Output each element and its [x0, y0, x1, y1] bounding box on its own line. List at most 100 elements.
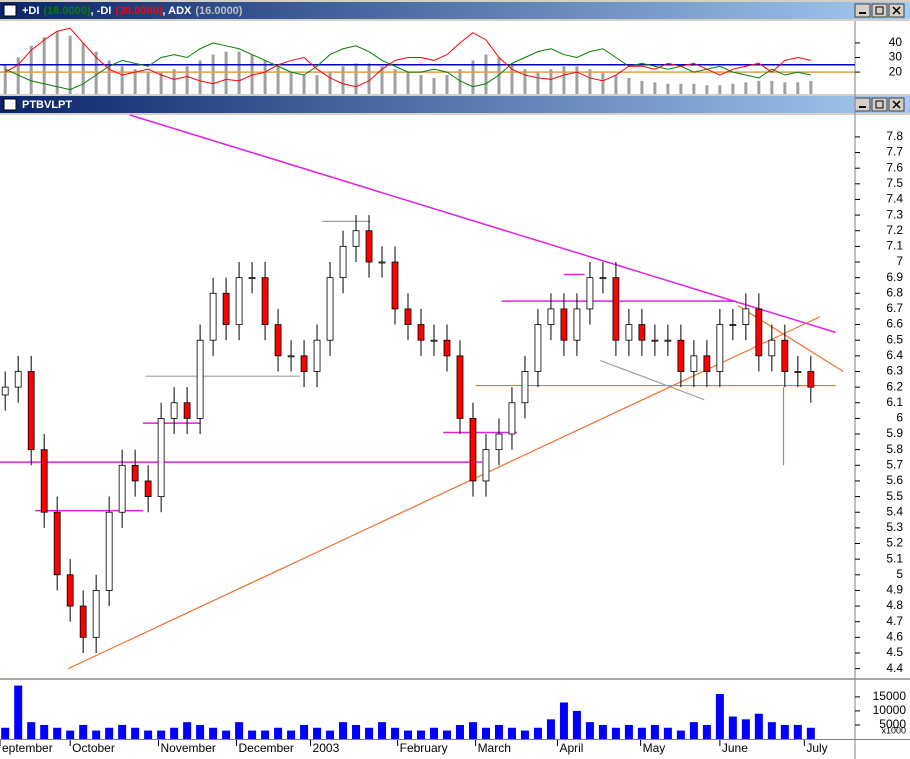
- candle-body: [92, 590, 100, 638]
- y-tick-label: 4.8: [886, 598, 903, 612]
- volume-bar: [663, 727, 672, 739]
- adx-bar: [393, 69, 397, 94]
- volume-bar: [27, 722, 36, 739]
- candle-body: [287, 355, 295, 358]
- adx-bar: [432, 77, 436, 94]
- panel-borders: [0, 21, 910, 759]
- adx-bar: [185, 66, 189, 94]
- candle-body: [768, 339, 776, 357]
- adx-bar: [731, 83, 735, 94]
- adx-bar: [146, 72, 150, 94]
- candle-body: [105, 511, 113, 591]
- y-tick-label: 4.5: [886, 645, 903, 659]
- candle-body: [651, 339, 659, 342]
- volume-bar: [780, 724, 789, 739]
- candle-body: [352, 230, 360, 247]
- adx-bar: [159, 72, 163, 94]
- volume-bar: [14, 685, 23, 739]
- adx-bar: [276, 66, 280, 94]
- candle-body: [638, 324, 646, 341]
- volume-bar: [572, 710, 581, 739]
- candle-body: [664, 339, 672, 342]
- title-separator: ,: [162, 5, 168, 17]
- window-buttons[interactable]: [854, 3, 905, 18]
- window-icon[interactable]: [3, 4, 17, 17]
- volume-bar: [209, 727, 218, 739]
- x-tick-label: March: [478, 741, 511, 755]
- adx-bar: [302, 75, 306, 94]
- volume-bar: [248, 730, 257, 739]
- volume-bar: [105, 727, 114, 739]
- adx-bar: [575, 66, 579, 94]
- candle-body: [66, 574, 74, 607]
- volume-bar: [261, 730, 270, 739]
- volume-bar: [507, 727, 516, 739]
- candle-body: [560, 308, 568, 341]
- y-tick-label: 5.2: [886, 536, 903, 550]
- adx-bar: [419, 75, 423, 94]
- date-axis: [0, 740, 910, 759]
- candle-body: [378, 261, 386, 264]
- y-tick-label: 6.2: [886, 379, 903, 393]
- adx-bar: [757, 80, 761, 94]
- candle-body: [339, 245, 347, 279]
- adx-bar: [692, 83, 696, 94]
- series-value: (16.0000): [195, 5, 242, 17]
- candle-body: [183, 402, 191, 419]
- volume-bar: [598, 724, 607, 739]
- adx-bar: [29, 45, 33, 94]
- x-tick-label: April: [559, 741, 583, 755]
- adx-bar: [679, 83, 683, 94]
- volume-bar: [92, 730, 101, 739]
- volume-bar: [767, 722, 776, 739]
- volume-bar: [352, 724, 361, 739]
- candle-body: [274, 324, 282, 357]
- window-buttons[interactable]: [854, 97, 905, 112]
- volume-bar: [287, 730, 296, 739]
- indicator-line: [4, 27, 811, 88]
- series-value: (18.0000): [43, 5, 90, 17]
- y-tick-label: 7.4: [886, 192, 903, 206]
- adx-bar: [211, 54, 215, 94]
- candle-body: [170, 402, 178, 419]
- y-tick-label: 30: [889, 50, 903, 64]
- y-tick-label: 7.8: [886, 129, 903, 143]
- candle-body: [391, 261, 399, 310]
- volume-bar: [1, 727, 10, 739]
- candle-body: [196, 339, 204, 419]
- candle-body: [144, 480, 152, 497]
- volume-bar: [533, 727, 542, 739]
- y-tick-label: 7.1: [886, 239, 903, 253]
- adx-bar: [653, 82, 657, 94]
- candle-body: [261, 277, 269, 325]
- y-tick-label: 4.9: [886, 583, 903, 597]
- volume-bar: [131, 727, 140, 739]
- window-icon[interactable]: [3, 98, 17, 111]
- candle-body: [313, 339, 321, 372]
- y-tick-label: 6.6: [886, 317, 903, 331]
- y-tick-label: 5.1: [886, 551, 903, 565]
- adx-bar: [289, 72, 293, 94]
- volume-bar: [702, 724, 711, 739]
- candle-body: [79, 605, 87, 638]
- candle-body: [456, 355, 464, 419]
- volume-bar: [689, 722, 698, 739]
- candle-body: [248, 277, 256, 280]
- candle-body: [443, 339, 451, 357]
- y-tick-label: 4.6: [886, 630, 903, 644]
- volume-bar: [637, 727, 646, 739]
- y-tick-label: 4.7: [886, 614, 903, 628]
- adx-bar: [744, 82, 748, 94]
- y-tick-label: 5.6: [886, 473, 903, 487]
- volume-bar: [754, 713, 763, 739]
- y-tick-label: 7: [896, 254, 903, 268]
- candle-body: [794, 371, 802, 373]
- adx-bar: [16, 57, 20, 94]
- volume-bar: [157, 730, 166, 739]
- volume-bar: [520, 730, 529, 739]
- volume-bar: [313, 727, 322, 739]
- adx-bar: [783, 82, 787, 94]
- y-tick-label: 5.5: [886, 489, 903, 503]
- candle-body: [573, 308, 581, 341]
